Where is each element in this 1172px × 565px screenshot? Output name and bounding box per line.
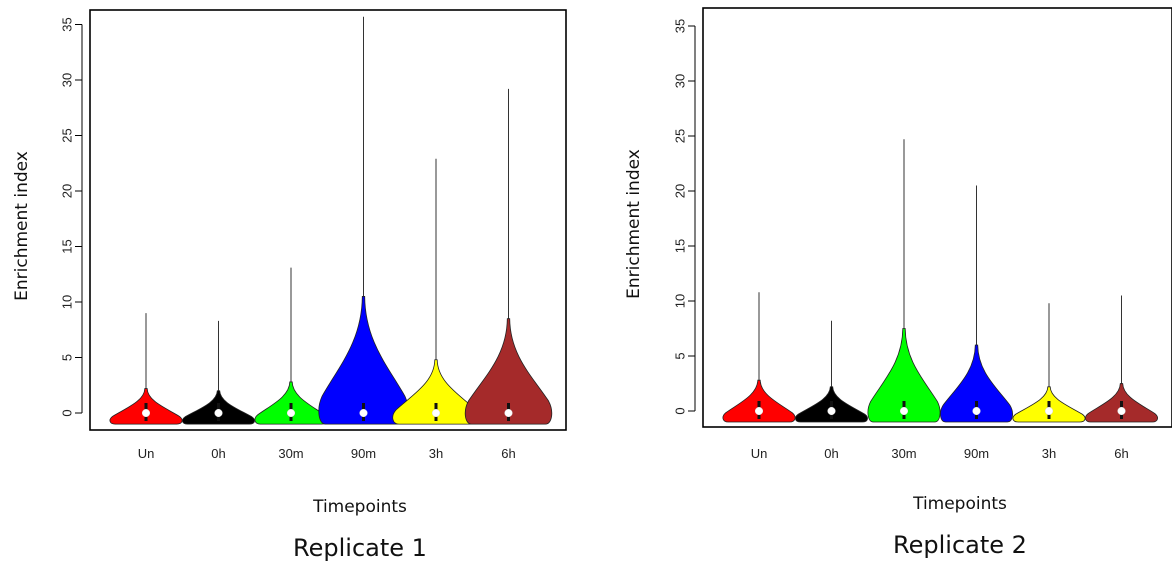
y-tick-label: 15 <box>59 239 74 253</box>
median-point <box>754 406 764 416</box>
median-point <box>1117 406 1126 416</box>
median-point <box>1044 406 1054 416</box>
violin-body <box>867 328 941 423</box>
y-tick-label: 25 <box>672 129 687 143</box>
x-tick-label: 3h <box>1042 446 1056 461</box>
x-tick-label: 0h <box>824 446 838 461</box>
violin-90m <box>318 16 409 425</box>
violin-6h <box>1085 295 1158 423</box>
chart-panel-2: 0 5 10 15 20 25 30 35 Un 0h 30m 90m 3h 6h Enrichment i… <box>624 7 1172 559</box>
violin-3h <box>1012 303 1086 423</box>
y-tick-label: 30 <box>672 74 687 88</box>
x-tick-label: Un <box>751 446 768 461</box>
violin-3h <box>392 158 480 425</box>
y-tick-label: 10 <box>59 295 74 309</box>
violin-0h <box>182 320 255 425</box>
violin-Un <box>722 292 796 423</box>
y-tick-label: 30 <box>59 73 74 87</box>
violin-30m <box>867 139 941 423</box>
median-point <box>899 406 909 416</box>
y-axis-title: Enrichment index <box>624 149 644 299</box>
panel-caption: Replicate 2 <box>893 531 1027 559</box>
x-tick-label: 6h <box>501 446 515 461</box>
plot-frame <box>702 7 1172 428</box>
y-tick-label: 0 <box>672 407 687 414</box>
median-point <box>431 408 441 418</box>
y-tick-label: 25 <box>59 128 74 142</box>
median-point <box>141 408 151 418</box>
x-tick-label: 30m <box>278 446 303 461</box>
y-tick-label: 10 <box>672 294 687 308</box>
median-point <box>286 408 296 418</box>
y-tick-label: 35 <box>672 19 687 33</box>
median-point <box>214 408 223 418</box>
median-point <box>827 406 836 416</box>
x-tick-label: 3h <box>429 446 443 461</box>
plot-frame <box>89 9 567 431</box>
violin-90m <box>940 185 1013 423</box>
x-tick-label: 30m <box>891 446 916 461</box>
panel-caption: Replicate 1 <box>293 534 427 562</box>
median-point <box>972 406 981 416</box>
median-point <box>359 408 368 418</box>
y-tick-label: 5 <box>59 354 74 361</box>
x-axis-title: Timepoints <box>312 497 407 517</box>
x-tick-label: 6h <box>1114 446 1128 461</box>
y-tick-label: 15 <box>672 239 687 253</box>
x-axis-title: Timepoints <box>912 494 1007 514</box>
violin-body <box>940 344 1013 423</box>
violin-body <box>464 318 553 425</box>
x-tick-label: 0h <box>211 446 225 461</box>
x-tick-label: Un <box>138 446 155 461</box>
y-axis-title: Enrichment index <box>12 151 32 301</box>
y-tick-label: 0 <box>59 409 74 416</box>
y-tick-label: 20 <box>672 184 687 198</box>
x-tick-label: 90m <box>351 446 376 461</box>
median-point <box>504 408 513 418</box>
y-tick-label: 5 <box>672 352 687 359</box>
violin-Un <box>109 313 183 425</box>
x-tick-label: 90m <box>964 446 989 461</box>
violin-30m <box>254 267 328 425</box>
y-tick-label: 20 <box>59 184 74 198</box>
chart-panel-1: 0 5 10 15 20 25 30 35 Un 0h 30m 90m 3h 6h Enrichment i… <box>12 9 567 562</box>
y-tick-label: 35 <box>59 17 74 31</box>
violin-6h <box>464 88 553 425</box>
violin-0h <box>795 320 868 423</box>
